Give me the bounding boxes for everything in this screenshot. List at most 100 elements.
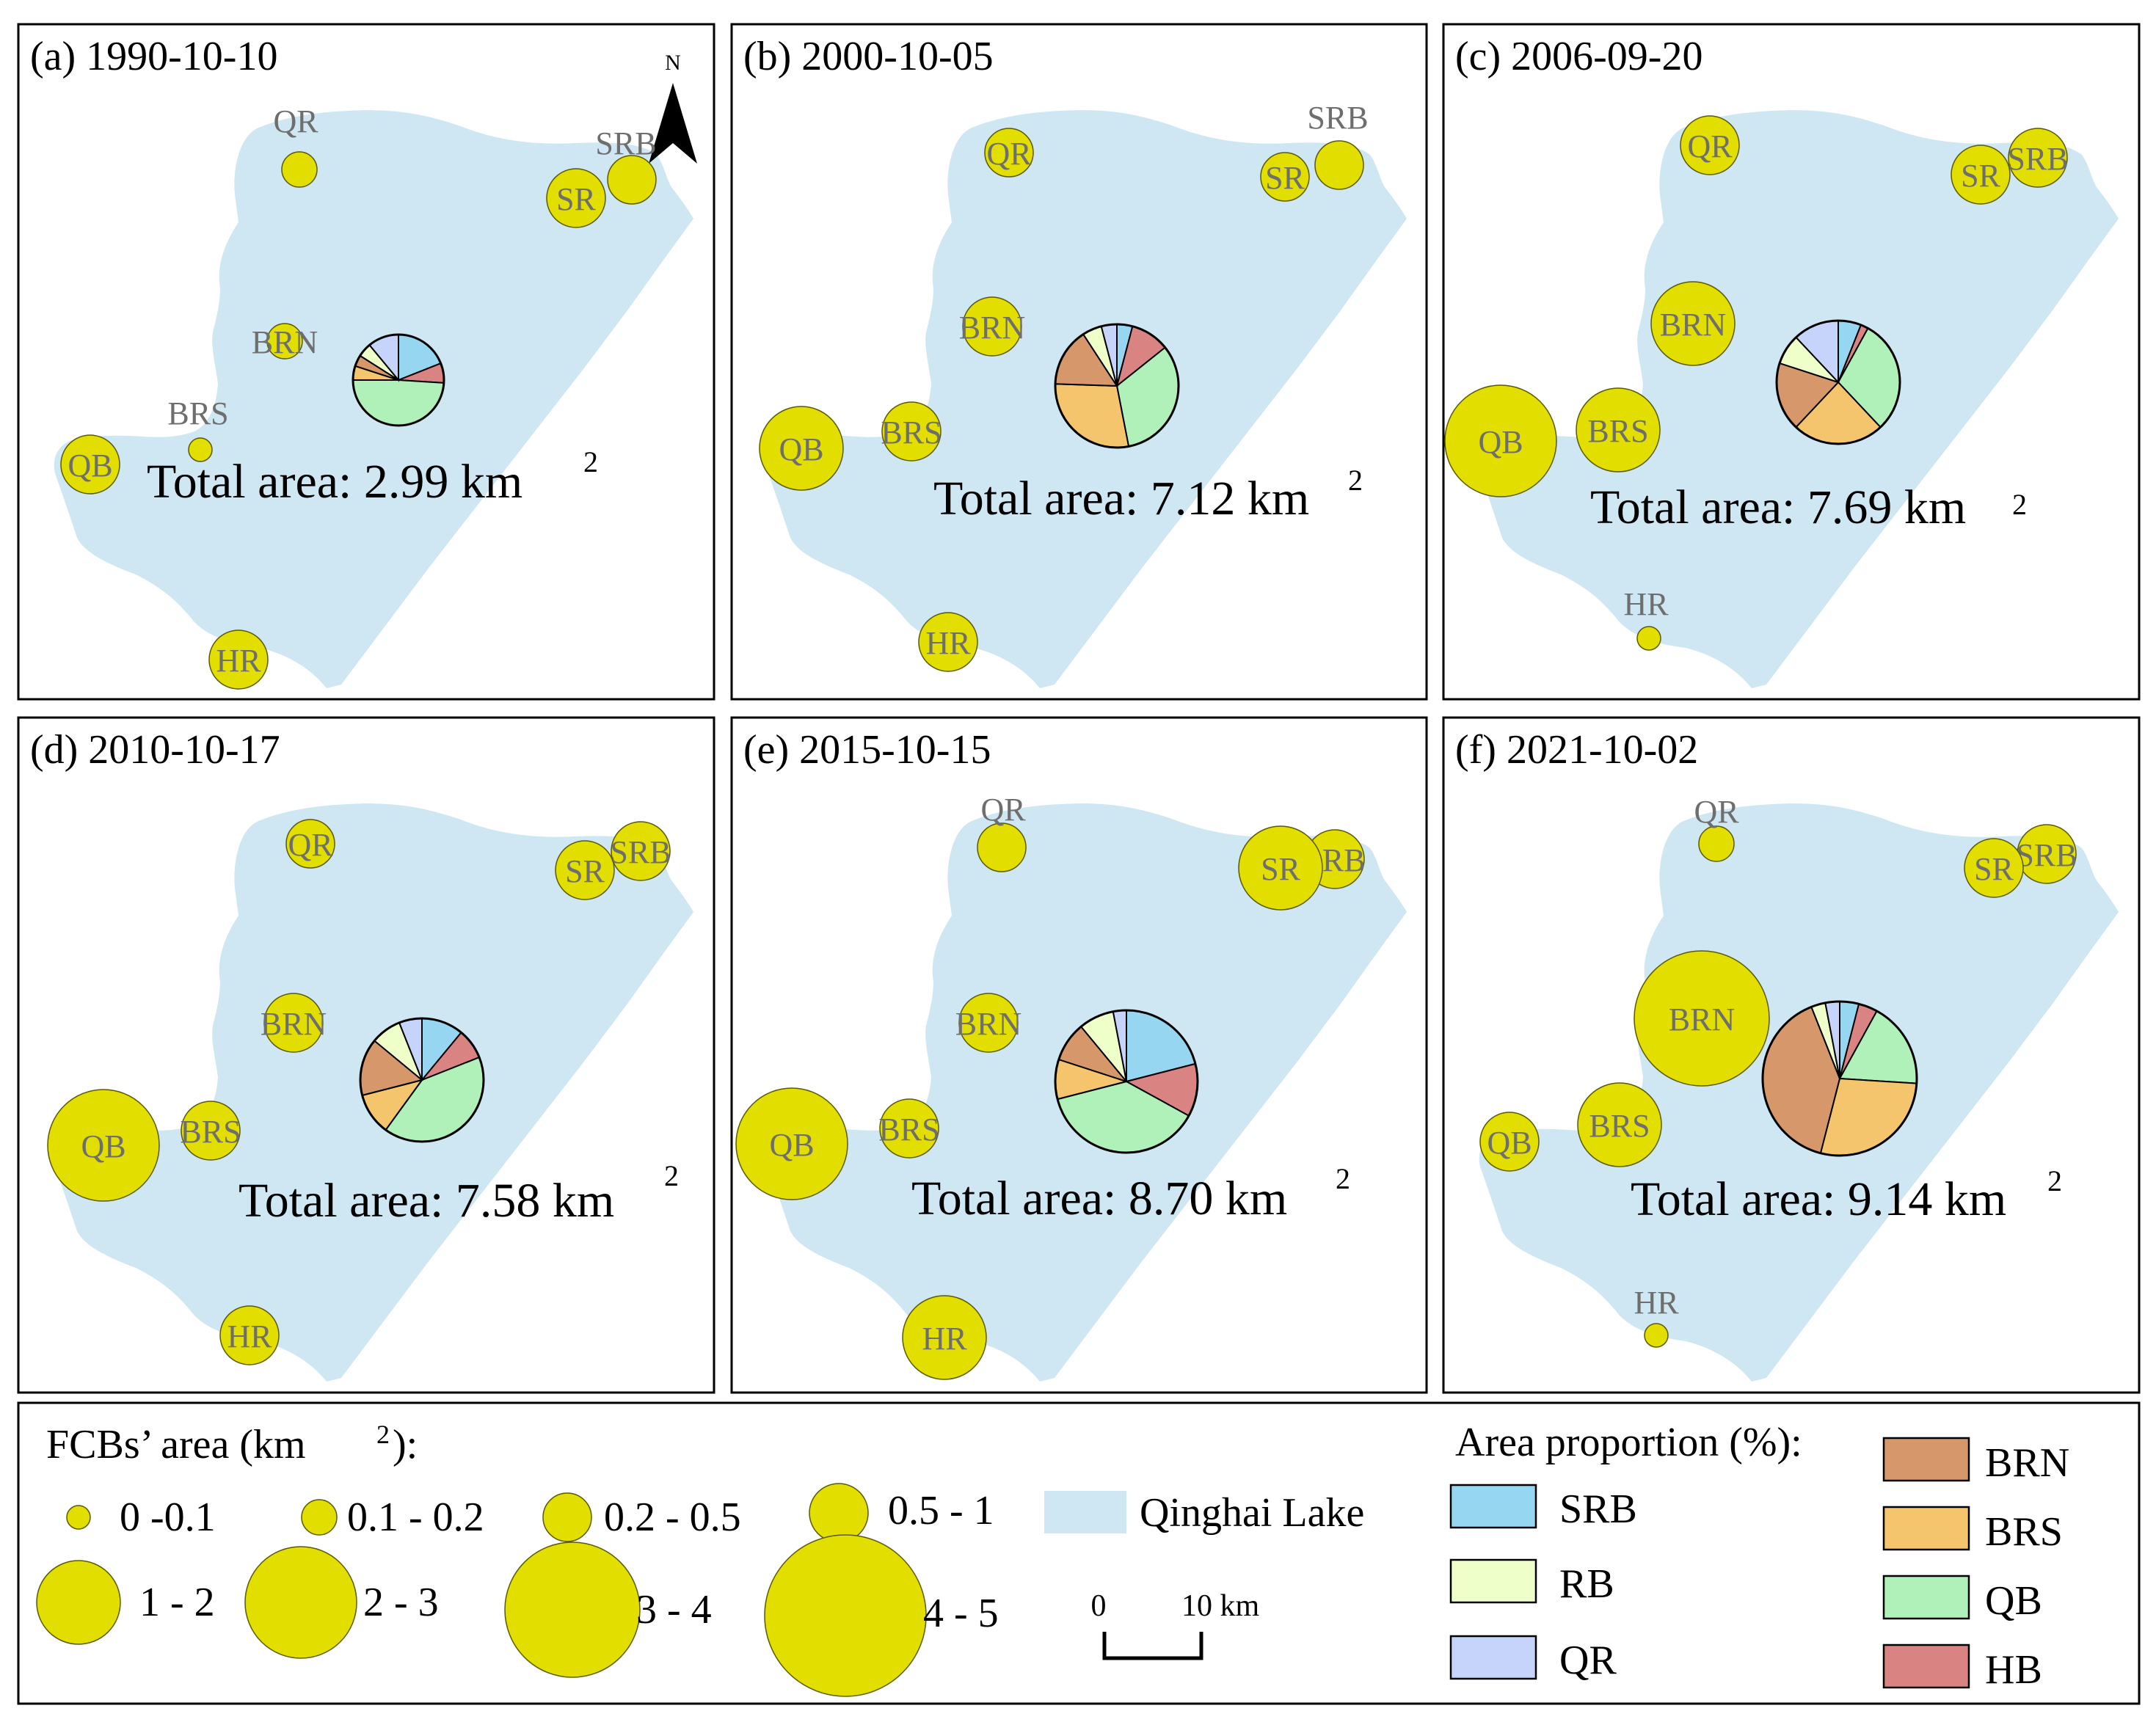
bubble-label-srb: SRB [1307, 100, 1368, 136]
total-area-superscript: 2 [664, 1159, 679, 1192]
bubble-qr [977, 822, 1027, 872]
total-area-superscript: 2 [1348, 464, 1363, 497]
bubble-label-brn: BRN [1660, 307, 1726, 343]
bubble-label-qb: QB [68, 448, 112, 484]
legend-swatch-srb [1449, 1484, 1537, 1529]
bubble-label-qb: QB [779, 431, 823, 467]
bubble-brs [181, 1101, 241, 1161]
legend-swatch-qr [1449, 1635, 1537, 1680]
legend-size-label: 0 -0.1 [120, 1495, 216, 1540]
bubble-qr [1680, 115, 1740, 175]
total-area-label: Total area: 7.58 km [238, 1174, 614, 1227]
bubble-label-qr: QR [1694, 794, 1739, 830]
bubble-brs [1577, 1082, 1662, 1167]
bubble-brn [266, 323, 303, 360]
bubble-qb [1444, 384, 1557, 497]
panel-title: (d) 2010-10-17 [30, 727, 280, 773]
bubble-qb [759, 406, 844, 491]
bubble-qb [1479, 1112, 1540, 1172]
bubble-label-qr: QR [273, 103, 318, 139]
bubble-label-brs: BRS [1589, 1108, 1650, 1144]
bubble-qr [1698, 825, 1735, 862]
bubble-label-sr: SR [1265, 160, 1305, 196]
legend-size-3 [809, 1483, 869, 1543]
legend-size-title-end: ): [393, 1422, 418, 1467]
bubble-label-sr: SR [565, 853, 605, 889]
legend-swatch-rb [1449, 1558, 1537, 1604]
legend-frame [17, 1401, 2141, 1705]
legend-size-6 [504, 1542, 641, 1678]
bubble-label-brs: BRS [878, 1112, 939, 1148]
legend-size-label: 1 - 2 [139, 1580, 215, 1625]
scale-bar-zero: 0 [1091, 1589, 1107, 1623]
panel-title: (a) 1990-10-10 [30, 34, 277, 79]
legend-swatch-qb [1882, 1575, 1970, 1620]
legend-label-brn: BRN [1985, 1440, 2069, 1486]
bubble-hr [918, 612, 978, 672]
bubble-label-hr: HR [1634, 1285, 1679, 1321]
bubble-label-hr: HR [1623, 586, 1669, 622]
legend-panel: FCBs’ area (km 2): 0 -0.1 0.1 - 0.2 0.2 - 0.… [17, 1401, 2141, 1705]
legend-size-0 [66, 1505, 91, 1530]
bubble-label-hr: HR [216, 643, 261, 679]
bubble-sr [1951, 145, 2011, 205]
legend-size-label: 0.1 - 0.2 [347, 1495, 484, 1540]
bubble-label-sr: SR [556, 181, 596, 217]
legend-size-label: 0.2 - 0.5 [604, 1495, 741, 1540]
bubble-label-sr: SR [1961, 158, 2000, 194]
bubble-label-brn: BRN [955, 1006, 1021, 1042]
bubble-sr [546, 168, 606, 228]
pie-outline [359, 1017, 485, 1143]
bubble-label-qr: QR [1687, 128, 1733, 164]
legend-label-qr: QR [1559, 1638, 1617, 1683]
bubble-srb [1314, 140, 1364, 190]
legend-label-brs: BRS [1985, 1509, 2063, 1555]
legend-size-label: 3 - 4 [636, 1587, 712, 1632]
bubble-brs [881, 401, 942, 461]
legend-proportion-title: Area proportion (%): [1455, 1420, 1802, 1465]
bubble-qr [285, 819, 335, 869]
bubble-brs [879, 1098, 939, 1159]
bubble-brn [1634, 950, 1770, 1087]
bubble-label-hr: HR [922, 1321, 967, 1357]
bubble-label-qr: QR [986, 136, 1032, 172]
panel-title: (e) 2015-10-15 [743, 727, 991, 773]
total-area-label: Total area: 7.69 km [1590, 481, 1966, 534]
bubble-brn [962, 296, 1022, 357]
bubble-srb [611, 821, 671, 881]
bubble-label-brs: BRS [881, 415, 942, 450]
bubble-label-brn: BRN [252, 324, 318, 360]
bubble-srb [607, 155, 657, 205]
total-area-superscript: 2 [2047, 1164, 2062, 1197]
legend-swatch-brs [1882, 1506, 1970, 1551]
total-area-label: Total area: 9.14 km [1631, 1172, 2006, 1226]
bubble-brn [958, 993, 1019, 1053]
bubble-brn [1650, 281, 1736, 366]
legend-label-srb: SRB [1559, 1486, 1637, 1532]
bubble-hr [902, 1295, 987, 1380]
bubble-hr [1644, 1323, 1669, 1348]
legend-size-2 [542, 1492, 592, 1542]
bubble-hr [208, 630, 269, 690]
total-area-superscript: 2 [1336, 1162, 1350, 1195]
bubble-label-hr: HR [227, 1318, 272, 1354]
panel-a: (a) 1990-10-10 N QR SRB SR BRN BRS QB HR Total ar… [17, 23, 715, 701]
pie-outline [1761, 1000, 1918, 1157]
bubble-label-hr: HR [925, 625, 971, 661]
panel-title: (b) 2000-10-05 [743, 34, 994, 79]
legend-swatch-hb [1882, 1643, 1970, 1689]
north-arrow-label: N [665, 51, 681, 75]
scale-bar [1102, 1632, 1203, 1660]
bubble-label-sr: SR [1974, 851, 2014, 887]
bubble-qb [735, 1087, 848, 1200]
bubble-qb [47, 1089, 160, 1202]
pie-outline [352, 333, 445, 427]
bubble-sr [1964, 838, 2024, 898]
legend-size-4 [36, 1560, 121, 1645]
bubble-label-srb: SRB [2007, 141, 2068, 177]
bubble-qb [60, 434, 120, 495]
pie-outline [1775, 319, 1901, 445]
